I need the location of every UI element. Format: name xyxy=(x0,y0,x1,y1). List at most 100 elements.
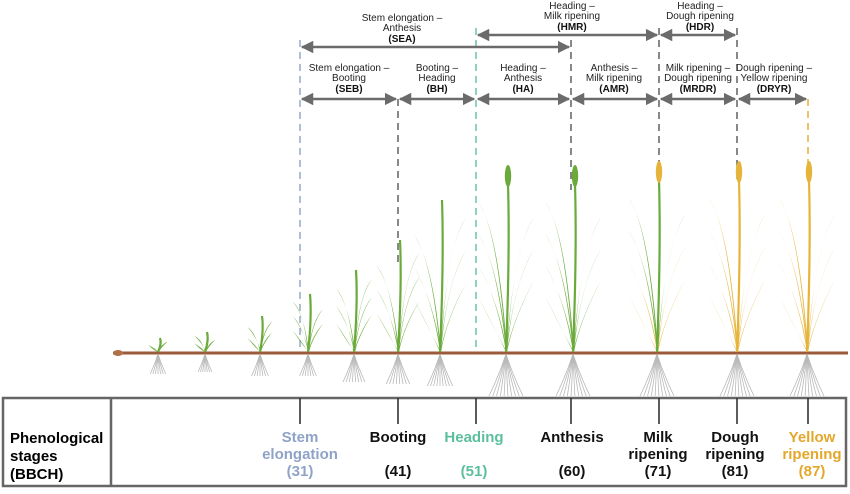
root-strand xyxy=(353,353,366,383)
svg-text:Milk ripening: Milk ripening xyxy=(544,11,600,22)
svg-text:Stem elongation –: Stem elongation – xyxy=(309,63,390,74)
leaf-blade xyxy=(506,280,535,352)
leaf-blade xyxy=(148,345,159,353)
stage-anthesis: Anthesis (60) xyxy=(540,429,603,480)
stem xyxy=(258,315,264,353)
svg-text:Yellow ripening: Yellow ripening xyxy=(741,73,808,84)
stem xyxy=(396,239,402,353)
svg-text:(51): (51) xyxy=(461,463,488,480)
stage-heading: Heading (51) xyxy=(444,429,503,480)
leaf-blade xyxy=(657,213,686,352)
leaf-blade xyxy=(413,299,441,352)
stage-ticks xyxy=(299,398,809,424)
stem xyxy=(306,293,312,353)
leaf-blade xyxy=(778,230,808,352)
svg-text:Dough ripening –: Dough ripening – xyxy=(736,63,813,74)
wheat-spike xyxy=(735,161,743,183)
seedling-plant-2 xyxy=(194,331,216,373)
root-strand xyxy=(439,353,454,387)
leaf-blade xyxy=(376,313,399,352)
leaf-blade xyxy=(247,337,261,352)
root-system xyxy=(639,353,675,397)
svg-text:Yellow: Yellow xyxy=(789,429,836,446)
leaf-blade xyxy=(807,278,836,352)
stem xyxy=(157,337,162,353)
leaf-blade xyxy=(778,197,808,352)
wheat-spike xyxy=(504,165,512,187)
wheat-spike xyxy=(655,161,663,183)
interval-mrdr-label: Milk ripening – Dough ripening (MRDR) xyxy=(664,63,732,95)
stage-table-frame xyxy=(1,396,848,488)
root-strand xyxy=(736,353,755,397)
leaf-blade xyxy=(247,327,261,352)
root-strand xyxy=(505,353,524,397)
leaf-blade xyxy=(413,234,441,352)
leaf-blade xyxy=(544,201,574,352)
leaf-blade xyxy=(354,314,372,352)
leaf-blade xyxy=(573,280,602,352)
svg-text:Dough ripening: Dough ripening xyxy=(666,11,734,22)
stem-elongation-plant xyxy=(293,293,323,377)
root-system xyxy=(342,353,366,383)
svg-text:(81): (81) xyxy=(722,463,749,480)
tillering-plant xyxy=(247,315,273,377)
svg-text:Phenological: Phenological xyxy=(10,430,103,447)
interval-sea-label: Stem elongation – Anthesis (SEA) xyxy=(362,13,443,45)
stage-stem-elongation: Stem elongation (31) xyxy=(262,429,338,480)
leaf-blade xyxy=(194,343,206,352)
booting-plant xyxy=(376,239,420,385)
stage-labels: Stem elongation (31) Booting (41) Headin… xyxy=(262,429,842,480)
seed-icon xyxy=(113,350,123,356)
svg-text:Milk ripening –: Milk ripening – xyxy=(666,63,731,74)
milk-ripening-plant xyxy=(628,161,686,397)
svg-text:Dough: Dough xyxy=(711,429,758,446)
svg-text:Booting: Booting xyxy=(332,73,366,84)
root-system xyxy=(299,353,317,377)
leaf-blade xyxy=(544,232,574,352)
svg-text:(BBCH): (BBCH) xyxy=(10,466,63,483)
heading-plant xyxy=(477,165,535,397)
svg-text:Anthesis: Anthesis xyxy=(504,73,542,84)
root-system xyxy=(789,353,825,397)
leaf-blade xyxy=(708,197,738,352)
stem xyxy=(655,179,661,353)
leaf-blade xyxy=(336,323,355,352)
leaf-blade xyxy=(398,301,420,352)
root-strand xyxy=(204,353,213,373)
leaf-blade xyxy=(628,230,658,352)
svg-text:Heading: Heading xyxy=(418,73,455,84)
svg-text:(31): (31) xyxy=(287,463,314,480)
svg-text:Anthesis: Anthesis xyxy=(383,23,421,34)
root-strand xyxy=(559,353,574,397)
root-strand xyxy=(793,353,808,397)
svg-text:(SEA): (SEA) xyxy=(388,34,415,45)
leaf-blade xyxy=(194,335,206,352)
svg-text:Stem elongation –: Stem elongation – xyxy=(362,13,443,24)
svg-text:Anthesis –: Anthesis – xyxy=(591,63,638,74)
leaf-blade xyxy=(308,323,323,352)
svg-text:(HA): (HA) xyxy=(512,84,533,95)
leaf-blade xyxy=(477,232,507,352)
root-strand xyxy=(301,353,309,377)
root-strand xyxy=(157,353,167,375)
svg-text:(MRDR): (MRDR) xyxy=(680,84,717,95)
root-strand xyxy=(259,353,269,377)
leaf-blade xyxy=(737,278,766,352)
leaf-blade xyxy=(628,197,658,352)
root-strand xyxy=(806,353,825,397)
interval-hdr-label: Heading – Dough ripening (HDR) xyxy=(666,1,734,33)
leaf-blade xyxy=(573,217,602,352)
svg-text:Anthesis: Anthesis xyxy=(540,429,603,446)
svg-text:Booting –: Booting – xyxy=(416,63,459,74)
svg-text:(AMR): (AMR) xyxy=(599,84,628,95)
stem xyxy=(504,183,510,353)
stem xyxy=(203,331,209,353)
root-system xyxy=(197,353,213,373)
leaf-blade xyxy=(506,217,535,352)
svg-text:Stem: Stem xyxy=(282,429,319,446)
yellow-ripening-plant xyxy=(778,161,836,397)
phenological-stages-label: Phenological stages (BBCH) xyxy=(10,430,103,483)
interval-ha-label: Heading – Anthesis (HA) xyxy=(500,63,546,95)
svg-text:(60): (60) xyxy=(559,463,586,480)
